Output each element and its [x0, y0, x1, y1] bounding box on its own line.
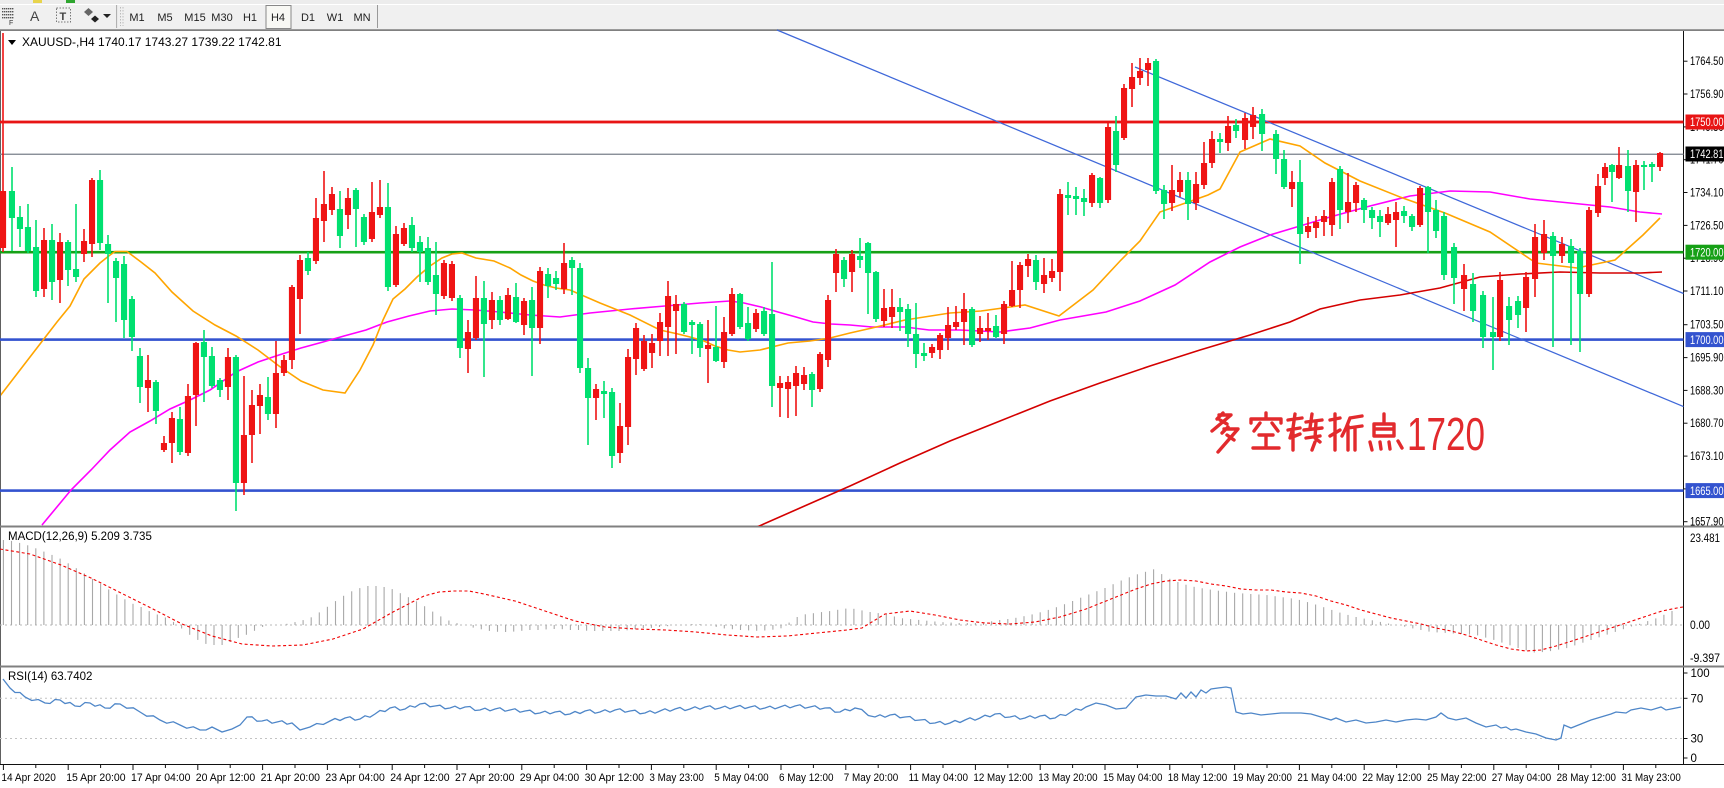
svg-text:17 Apr 04:00: 17 Apr 04:00 [131, 772, 190, 784]
svg-text:M1: M1 [129, 12, 144, 24]
svg-text:27 Apr 20:00: 27 Apr 20:00 [455, 772, 514, 784]
svg-text:20 Apr 12:00: 20 Apr 12:00 [196, 772, 255, 784]
svg-text:1734.10: 1734.10 [1690, 188, 1724, 200]
svg-text:T: T [60, 11, 67, 23]
svg-text:RSI(14) 63.7402: RSI(14) 63.7402 [8, 671, 92, 683]
svg-text:1764.50: 1764.50 [1690, 56, 1724, 68]
svg-text:1665.00: 1665.00 [1690, 486, 1724, 498]
svg-text:3 May 23:00: 3 May 23:00 [649, 772, 704, 784]
svg-text:30: 30 [1691, 734, 1704, 746]
svg-text:1720: 1720 [1407, 408, 1485, 460]
svg-text:A: A [30, 8, 40, 24]
svg-text:11 May 04:00: 11 May 04:00 [909, 772, 968, 784]
svg-text:28 May 12:00: 28 May 12:00 [1557, 772, 1616, 784]
svg-text:1700.00: 1700.00 [1690, 335, 1724, 347]
svg-text:1673.10: 1673.10 [1690, 451, 1724, 463]
svg-text:23 Apr 04:00: 23 Apr 04:00 [325, 772, 384, 784]
svg-text:24 Apr 12:00: 24 Apr 12:00 [390, 772, 449, 784]
svg-text:18 May 12:00: 18 May 12:00 [1168, 772, 1227, 784]
svg-text:25 May 22:00: 25 May 22:00 [1427, 772, 1486, 784]
svg-text:22 May 12:00: 22 May 12:00 [1362, 772, 1421, 784]
svg-text:31 May 23:00: 31 May 23:00 [1621, 772, 1680, 784]
svg-text:H1: H1 [243, 12, 257, 24]
svg-text:27 May 04:00: 27 May 04:00 [1492, 772, 1551, 784]
svg-text:F: F [9, 20, 13, 27]
svg-text:12 May 12:00: 12 May 12:00 [973, 772, 1032, 784]
svg-text:M30: M30 [211, 12, 232, 24]
svg-text:1680.70: 1680.70 [1690, 418, 1724, 430]
svg-text:M5: M5 [157, 12, 172, 24]
svg-text:H4: H4 [271, 12, 285, 24]
svg-text:29 Apr 04:00: 29 Apr 04:00 [520, 772, 579, 784]
svg-text:15 Apr 20:00: 15 Apr 20:00 [66, 772, 125, 784]
svg-text:19 May 20:00: 19 May 20:00 [1233, 772, 1292, 784]
svg-text:D1: D1 [301, 12, 315, 24]
svg-text:1756.90: 1756.90 [1690, 89, 1724, 101]
svg-text:100: 100 [1691, 668, 1710, 680]
svg-text:5 May 04:00: 5 May 04:00 [714, 772, 769, 784]
svg-text:21 Apr 20:00: 21 Apr 20:00 [261, 772, 320, 784]
svg-text:70: 70 [1691, 693, 1704, 705]
svg-text:M15: M15 [184, 12, 205, 24]
svg-text:7 May 20:00: 7 May 20:00 [844, 772, 899, 784]
svg-text:1726.50: 1726.50 [1690, 220, 1724, 232]
svg-text:1750.00: 1750.00 [1690, 117, 1724, 129]
svg-text:15 May 04:00: 15 May 04:00 [1103, 772, 1162, 784]
svg-text:1703.50: 1703.50 [1690, 320, 1724, 332]
svg-text:1695.90: 1695.90 [1690, 353, 1724, 365]
svg-text:MN: MN [353, 12, 370, 24]
svg-text:1742.81: 1742.81 [1690, 149, 1724, 161]
svg-text:0: 0 [1691, 753, 1697, 765]
svg-text:23.481: 23.481 [1690, 533, 1720, 545]
svg-text:13 May 20:00: 13 May 20:00 [1038, 772, 1097, 784]
svg-text:1688.30: 1688.30 [1690, 385, 1724, 397]
svg-text:1657.90: 1657.90 [1690, 517, 1724, 529]
svg-text:6 May 12:00: 6 May 12:00 [779, 772, 834, 784]
svg-text:-9.397: -9.397 [1690, 653, 1720, 665]
svg-text:14 Apr 2020: 14 Apr 2020 [1, 772, 56, 784]
svg-text:1711.10: 1711.10 [1690, 286, 1724, 298]
svg-text:W1: W1 [327, 12, 344, 24]
svg-text:MACD(12,26,9) 5.209 3.735: MACD(12,26,9) 5.209 3.735 [8, 531, 152, 543]
svg-text:21 May 04:00: 21 May 04:00 [1297, 772, 1356, 784]
svg-text:1720.00: 1720.00 [1690, 247, 1724, 259]
svg-text:XAUUSD-,H4 1740.17 1743.27 17: XAUUSD-,H4 1740.17 1743.27 1739.22 1742.… [22, 35, 282, 49]
svg-text:30 Apr 12:00: 30 Apr 12:00 [585, 772, 644, 784]
svg-text:0.00: 0.00 [1690, 620, 1710, 632]
